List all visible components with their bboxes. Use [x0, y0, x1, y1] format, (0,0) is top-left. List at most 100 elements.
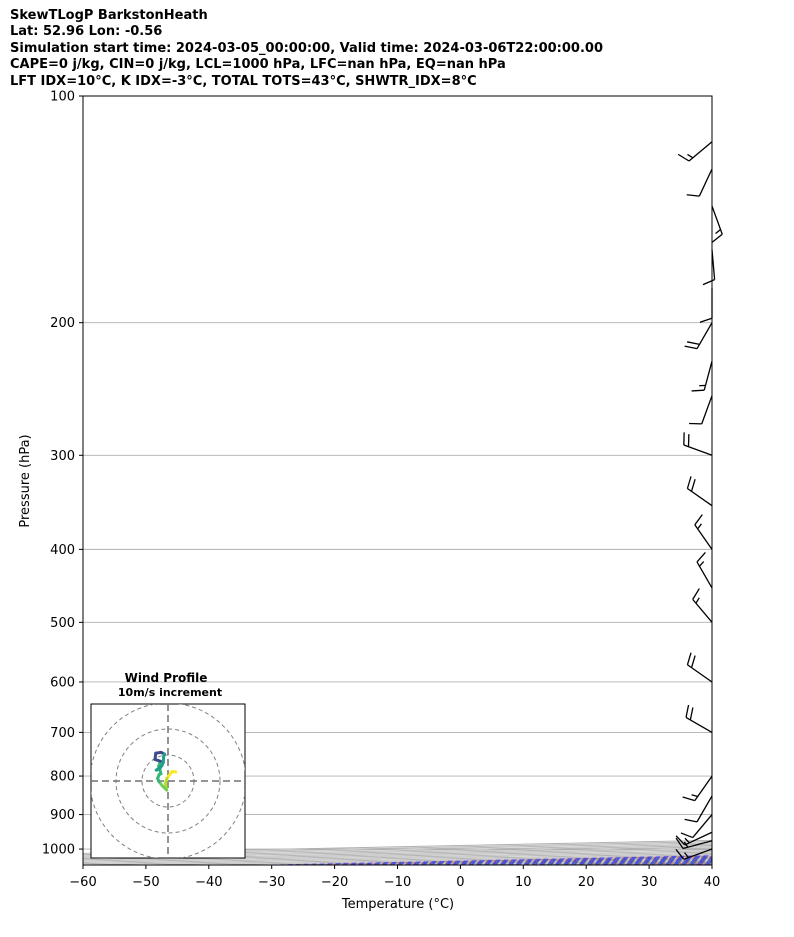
wind-barb-staff [696, 795, 713, 823]
wind-barb [686, 476, 713, 507]
wind-barb-flag [702, 279, 715, 286]
y-tick-label: 600 [50, 675, 75, 690]
wind-barb-flag [686, 652, 692, 665]
wind-barb-flag [684, 345, 698, 350]
wind-barb-half-flag [695, 597, 700, 604]
indices-line: LFT IDX=10°C, K IDX=-3°C, TOTAL TOTS=43°… [10, 73, 477, 89]
moist-adiabat-line [649, 863, 712, 865]
wind-barb-half-flag [684, 837, 690, 844]
x-tick-label: −40 [195, 875, 222, 890]
y-tick-label: 800 [50, 770, 75, 785]
hodograph-inset: Wind Profile 10m/s increment [90, 671, 246, 859]
moist-adiabat-line [554, 861, 712, 865]
moist-adiabat-line [397, 857, 712, 865]
moist-adiabat-line [491, 859, 712, 865]
y-tick-label: 100 [50, 90, 75, 105]
chart-header: SkewTLogP BarkstonHeath Lat: 52.96 Lon: … [10, 8, 790, 90]
wind-barb [696, 552, 713, 589]
wind-barb-staff [711, 205, 723, 235]
mixing-ratio-line [518, 860, 712, 865]
wind-barb-flag [685, 704, 690, 718]
wind-barb-flag [677, 153, 690, 162]
y-tick-label: 1000 [42, 843, 75, 858]
wind-barb-staff [698, 168, 713, 197]
moist-adiabat-line [680, 863, 712, 865]
wind-barb-staff [701, 395, 713, 425]
wind-barb [686, 168, 713, 197]
wind-barb [692, 588, 713, 623]
mixing-ratio-line [290, 855, 712, 865]
wind-barb [684, 322, 713, 350]
wind-barb [675, 831, 713, 846]
wind-barb-flag [711, 233, 723, 243]
moist-adiabat-line [711, 864, 712, 865]
dry-adiabat-line [740, 96, 794, 865]
wind-barb [677, 141, 713, 162]
chart-title: SkewTLogP BarkstonHeath [10, 8, 208, 23]
mixing-ratio-line [598, 862, 712, 865]
dry-adiabat-line [548, 861, 712, 865]
y-tick-label: 700 [50, 726, 75, 741]
moist-adiabat-line [460, 859, 712, 865]
wind-barb-half-flag [687, 153, 694, 159]
wind-barb [675, 848, 713, 860]
wind-barb [702, 249, 716, 286]
wind-barb [689, 395, 713, 425]
isotherm-line [271, 855, 712, 865]
wind-barb-flag [682, 796, 695, 802]
y-axis-label: Pressure (hPa) [18, 434, 33, 527]
wind-barb [682, 775, 713, 802]
moist-adiabat-line [334, 856, 712, 865]
convective-params-line: CAPE=0 j/kg, CIN=0 j/kg, LCL=1000 hPa, L… [10, 57, 506, 73]
wind-barb [691, 361, 713, 392]
moist-adiabat-line [271, 855, 712, 865]
wind-barb [711, 205, 723, 243]
mixing-ratio-line [639, 863, 712, 865]
dry-adiabat-line [675, 863, 712, 865]
wind-barb [686, 652, 713, 683]
wind-barb-staff [711, 249, 716, 280]
wind-barb-flag [689, 707, 694, 721]
wind-barb [699, 288, 713, 323]
x-tick-label: 20 [578, 875, 595, 890]
wind-barb-flag [680, 832, 693, 839]
wind-barb-flag [699, 317, 713, 323]
wind-barb-flag [686, 476, 692, 489]
wind-barb-flag [675, 837, 684, 849]
wind-barb-half-flag [684, 852, 690, 858]
wind-barb-flag [675, 835, 686, 846]
dry-adiabat-line [612, 862, 712, 865]
y-tick-label: 300 [50, 449, 75, 464]
isotherm-line [208, 854, 712, 865]
wind-barb-flag [686, 341, 700, 345]
mixing-ratio-line [468, 859, 712, 865]
moist-adiabat-line [303, 855, 712, 865]
x-tick-label: −60 [69, 875, 96, 890]
hodograph-title: Wind Profile [125, 671, 208, 685]
x-tick-label: 40 [704, 875, 721, 890]
mixing-ratio-line [356, 857, 712, 865]
isotherm-line [334, 856, 712, 865]
axis-layer: −60 −50 −40 −30 −20 −10 0 10 20 30 40 1000 900 800 700… [42, 90, 720, 891]
wind-barb [680, 814, 713, 839]
grid-layer [83, 96, 794, 865]
isotherm-line [523, 860, 712, 865]
x-tick-label: −10 [384, 875, 411, 890]
wind-barbs [675, 141, 723, 860]
wind-barb-flag [675, 848, 685, 860]
wind-barb-flag [690, 479, 696, 492]
wind-barb [694, 514, 713, 550]
hodograph-subtitle: 10m/s increment [118, 686, 222, 699]
location-line: Lat: 52.96 Lon: -0.56 [10, 24, 163, 40]
wind-barb-flag [686, 194, 700, 197]
wind-barb-flag [691, 389, 705, 392]
y-tick-label: 500 [50, 616, 75, 631]
wind-barb-half-flag [697, 523, 702, 530]
dry-adiabat-line [293, 855, 712, 865]
moist-adiabat-line [617, 862, 712, 865]
x-tick-label: 0 [456, 875, 464, 890]
hodograph-segment [154, 766, 162, 772]
mixing-ratio-line [410, 858, 712, 865]
x-tick-label: −50 [132, 875, 159, 890]
wind-barb [685, 704, 713, 733]
